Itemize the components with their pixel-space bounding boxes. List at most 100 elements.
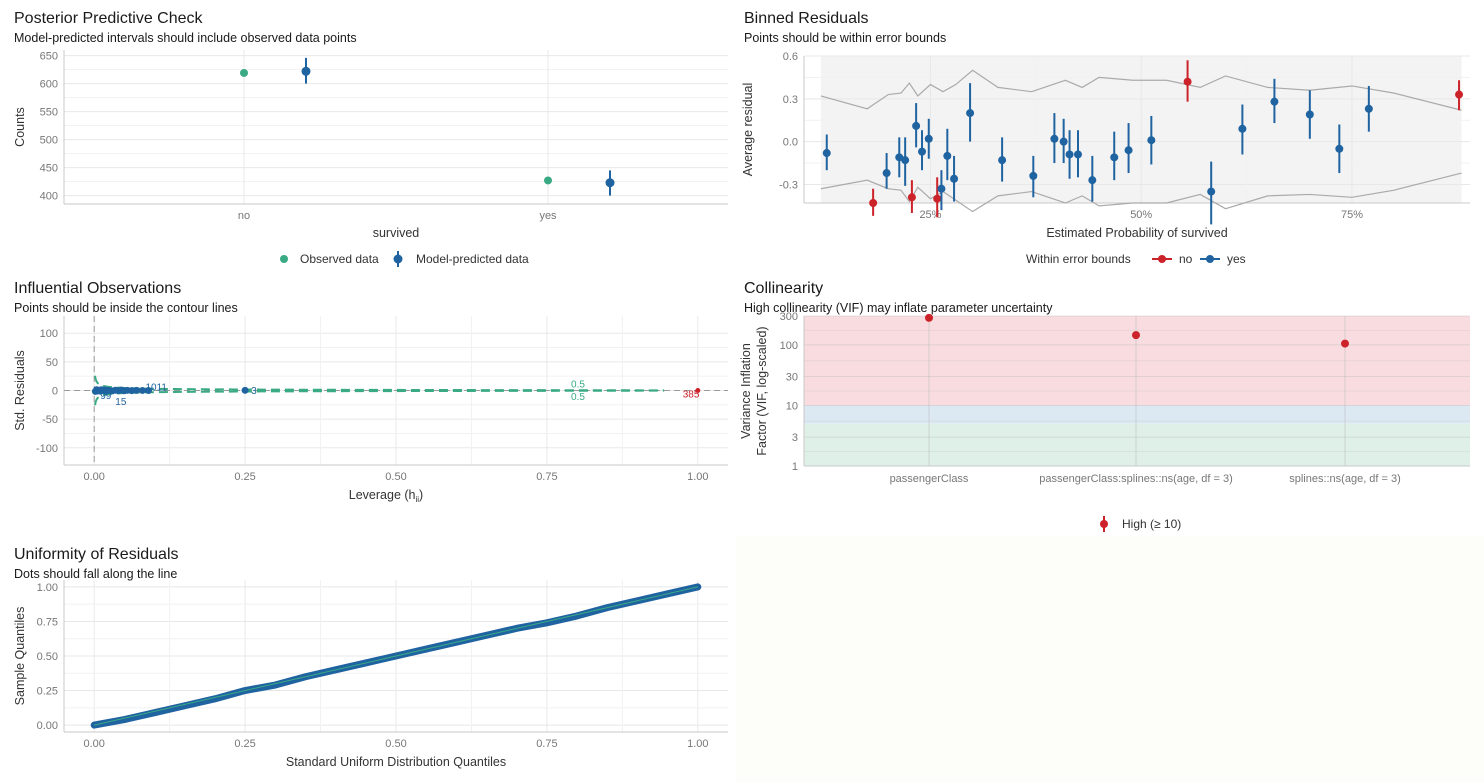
residual-point xyxy=(1305,110,1314,119)
y-axis-label: Std. Residuals xyxy=(13,350,27,431)
residual-point xyxy=(1088,176,1097,185)
residual-point xyxy=(943,151,952,160)
y-axis-label: Average residual xyxy=(741,83,755,177)
x-tick-label: 1.00 xyxy=(687,471,708,483)
band-moderate xyxy=(804,405,1470,424)
residual-point xyxy=(907,193,916,202)
band-low xyxy=(804,423,1470,466)
vif-point xyxy=(925,313,933,322)
vif-point xyxy=(1341,339,1349,348)
x-tick-label: 0.00 xyxy=(83,471,104,483)
x-tick-label: 0.75 xyxy=(536,738,557,750)
residual-point xyxy=(950,174,959,183)
residual-point xyxy=(998,156,1007,165)
y-tick-label: -50 xyxy=(42,414,58,426)
point-label: 0.5 xyxy=(571,392,585,403)
y-tick-label: 400 xyxy=(40,191,58,203)
ppc-chart: 400 450 500 550 600 650 no yes survived Counts Obs… xyxy=(13,50,728,267)
y-tick-label: 450 xyxy=(40,163,58,175)
qq-chart: 0.00 0.25 0.50 0.75 1.00 0.00 0.25 0.50 0.75 1.00… xyxy=(13,580,728,769)
residual-point xyxy=(1147,136,1156,145)
x-axis-label-end: ) xyxy=(419,488,423,502)
legend-title: Within error bounds xyxy=(1026,252,1131,266)
legend-high-label: High (≥ 10) xyxy=(1122,517,1181,531)
vif-panel: Collinearity High collinearity (VIF) may… xyxy=(730,270,1484,536)
x-tick-label: 0.50 xyxy=(385,471,406,483)
observed-point xyxy=(240,68,248,77)
point-label: 0.5 xyxy=(571,380,585,391)
y-axis-label: Variance Inflation xyxy=(739,343,753,439)
residual-point xyxy=(933,194,942,203)
legend-yes-key xyxy=(1206,255,1214,263)
y-tick-label: 1.00 xyxy=(37,582,58,594)
influential-subtitle: Points should be inside the contour line… xyxy=(14,301,238,315)
y-axis-label: Counts xyxy=(13,107,27,147)
residual-point xyxy=(1059,137,1068,146)
y-tick-label: 550 xyxy=(40,107,58,119)
y-axis-label-line2: Factor (VIF, log-scaled) xyxy=(755,326,769,455)
x-tick-label: passengerClass:splines::ns(age, df = 3) xyxy=(1039,473,1233,485)
x-tick-label: 0.50 xyxy=(385,738,406,750)
influential-panel: Influential Observations Points should b… xyxy=(0,270,736,536)
x-tick-label: no xyxy=(238,210,250,222)
y-tick-label: 0.25 xyxy=(37,686,58,698)
residual-point xyxy=(1455,90,1464,99)
residual-point xyxy=(1050,134,1059,143)
observation-point xyxy=(695,388,701,393)
y-tick-label: -100 xyxy=(36,443,58,455)
x-tick-label: 1.00 xyxy=(687,738,708,750)
residual-point xyxy=(1183,77,1192,86)
vif-subtitle: High collinearity (VIF) may inflate para… xyxy=(744,301,1053,315)
x-tick-label: splines::ns(age, df = 3) xyxy=(1289,473,1401,485)
legend-predicted-label: Model-predicted data xyxy=(416,252,529,266)
legend-no-key xyxy=(1158,255,1166,263)
predicted-point xyxy=(605,178,615,188)
observation-point xyxy=(132,386,140,394)
binned-chart: -0.3 0.0 0.3 0.6 25% 50% 75% Estimated Probabil… xyxy=(741,51,1470,266)
observation-point xyxy=(145,387,153,395)
y-tick-label: 0.0 xyxy=(783,137,798,149)
influential-title: Influential Observations xyxy=(14,280,182,297)
y-tick-label: 500 xyxy=(40,135,58,147)
point-label: 15 xyxy=(115,397,127,408)
x-axis-label-sub: ii xyxy=(415,495,419,504)
x-tick-label: 0.00 xyxy=(83,738,104,750)
y-tick-label: 10 xyxy=(786,400,798,412)
y-tick-label: 650 xyxy=(40,51,58,63)
y-tick-label: 0.3 xyxy=(783,94,798,106)
residual-point xyxy=(1364,104,1373,113)
x-tick-label: passengerClass xyxy=(890,473,969,485)
x-axis-label: Standard Uniform Distribution Quantiles xyxy=(286,755,506,769)
x-axis-label: survived xyxy=(373,226,420,240)
y-tick-label: 0.00 xyxy=(37,720,58,732)
residual-point xyxy=(1065,150,1074,159)
ppc-panel: Posterior Predictive Check Model-predict… xyxy=(0,0,736,270)
residual-point xyxy=(1029,171,1038,180)
ppc-subtitle: Model-predicted intervals should include… xyxy=(14,31,357,45)
residual-point xyxy=(918,147,927,156)
point-label: 385 xyxy=(683,389,700,400)
residual-point xyxy=(966,109,975,118)
residual-point xyxy=(1110,153,1119,162)
reference-line xyxy=(94,586,698,726)
legend-no-label: no xyxy=(1179,252,1193,266)
x-axis-label-main: Leverage (h xyxy=(349,488,416,502)
observed-point xyxy=(544,176,552,185)
residual-point xyxy=(822,149,831,158)
predicted-point xyxy=(301,66,311,76)
legend-predicted-key xyxy=(393,254,403,264)
y-tick-label: 100 xyxy=(780,340,798,352)
band-high xyxy=(804,316,1470,406)
y-tick-label: 300 xyxy=(780,311,798,323)
x-tick-label: 0.25 xyxy=(234,738,255,750)
qq-title: Uniformity of Residuals xyxy=(14,546,179,563)
y-tick-label: 0.6 xyxy=(783,51,798,63)
y-tick-label: 3 xyxy=(792,432,798,444)
legend-observed-key xyxy=(280,255,288,263)
binned-title: Binned Residuals xyxy=(744,10,869,27)
x-tick-label: 0.25 xyxy=(234,471,255,483)
x-axis-label: Estimated Probability of survived xyxy=(1046,226,1227,240)
point-label: 3 xyxy=(251,386,257,397)
residual-point xyxy=(882,169,891,178)
residual-point xyxy=(1124,146,1133,155)
